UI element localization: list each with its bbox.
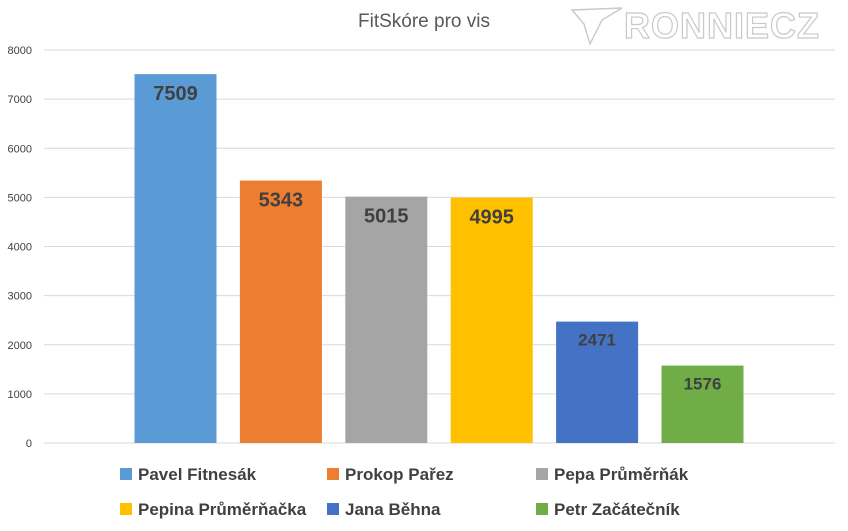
bars — [134, 74, 744, 444]
y-tick-label: 4000 — [8, 242, 32, 254]
data-label: 4995 — [469, 207, 514, 229]
y-tick-label: 8000 — [8, 45, 32, 57]
legend-item: Jana Běhna — [327, 500, 441, 519]
chart-title: FitSkóre pro vis — [358, 11, 490, 32]
legend-item: Prokop Pařez — [327, 465, 454, 484]
y-axis-ticks: 0 1000 2000 3000 4000 5000 6000 7000 8000 — [8, 45, 32, 450]
watermark-logo: RONNIECZ — [570, 4, 820, 47]
data-labels: 7509 5343 5015 4995 2471 1576 — [153, 83, 721, 393]
legend-swatch — [120, 503, 132, 515]
legend-swatch — [536, 503, 548, 515]
legend-item: Petr Začátečník — [536, 500, 680, 519]
bar — [345, 196, 428, 443]
data-label: 7509 — [153, 83, 198, 105]
svg-text:RONNIECZ: RONNIECZ — [624, 5, 820, 46]
y-tick-label: 0 — [26, 438, 32, 450]
y-tick-label: 5000 — [8, 192, 32, 204]
legend-swatch — [327, 503, 339, 515]
bar — [239, 180, 322, 443]
legend-item: Pepina Průměrňačka — [120, 500, 307, 519]
y-tick-label: 6000 — [8, 143, 32, 155]
legend-swatch — [120, 468, 132, 480]
legend-label: Jana Běhna — [345, 500, 441, 519]
legend-label: Pepina Průměrňačka — [138, 500, 307, 519]
bar — [661, 365, 744, 443]
legend-label: Prokop Pařez — [345, 465, 454, 484]
data-label: 1576 — [684, 375, 722, 394]
y-tick-label: 1000 — [8, 389, 32, 401]
data-label: 5343 — [259, 190, 304, 212]
legend-item: Pavel Fitnesák — [120, 465, 257, 484]
bar — [134, 74, 217, 444]
y-tick-label: 3000 — [8, 291, 32, 303]
y-tick-label: 7000 — [8, 94, 32, 106]
legend-swatch — [327, 468, 339, 480]
ronniecz-logo-icon — [570, 7, 623, 46]
legend-label: Pepa Průměrňák — [554, 465, 689, 484]
legend-label: Petr Začátečník — [554, 500, 680, 519]
data-label: 5015 — [364, 206, 409, 228]
legend: Pavel Fitnesák Prokop Pařez Pepa Průměrňák… — [120, 465, 689, 519]
legend-label: Pavel Fitnesák — [138, 465, 257, 484]
legend-swatch — [536, 468, 548, 480]
y-tick-label: 2000 — [8, 340, 32, 352]
bar — [450, 197, 533, 443]
legend-item: Pepa Průměrňák — [536, 465, 689, 484]
data-label: 2471 — [578, 331, 616, 350]
bar — [556, 321, 639, 443]
